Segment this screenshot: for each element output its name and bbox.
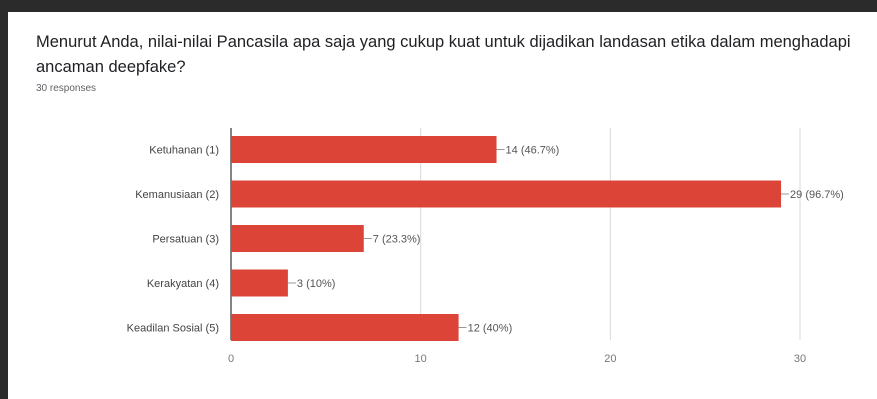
data-label-1: 14 (46.7%) <box>506 145 560 157</box>
question-title: Menurut Anda, nilai-nilai Pancasila apa … <box>36 33 851 76</box>
response-count: 30 responses <box>36 83 97 94</box>
x-tick-label-10: 10 <box>415 353 427 365</box>
data-label-4: 3 (10%) <box>297 278 336 290</box>
data-label-5: 12 (40%) <box>468 323 513 335</box>
category-label-1: Ketuhanan (1) <box>149 145 219 157</box>
data-label-3: 7 (23.3%) <box>373 234 421 246</box>
bar-2[interactable] <box>231 180 782 208</box>
bar-4[interactable] <box>231 269 288 297</box>
bar-1[interactable] <box>231 136 497 163</box>
bar-5[interactable] <box>231 314 459 341</box>
category-label-2: Kemanusiaan (2) <box>135 189 219 201</box>
bars <box>231 136 782 341</box>
x-tick-label-20: 20 <box>604 353 616 365</box>
x-tick-label-0: 0 <box>228 353 234 365</box>
data-label-2: 29 (96.7%) <box>790 189 844 201</box>
labels: 0 10 20 30 Ketuhanan (1) 14 (46.7%) Kemanusiaa… <box>127 145 844 366</box>
x-tick-label-30: 30 <box>794 353 806 365</box>
category-label-3: Persatuan (3) <box>152 234 219 246</box>
category-label-4: Kerakyatan (4) <box>147 278 219 290</box>
category-label-5: Keadilan Sosial (5) <box>127 323 219 335</box>
bar-3[interactable] <box>231 225 364 252</box>
